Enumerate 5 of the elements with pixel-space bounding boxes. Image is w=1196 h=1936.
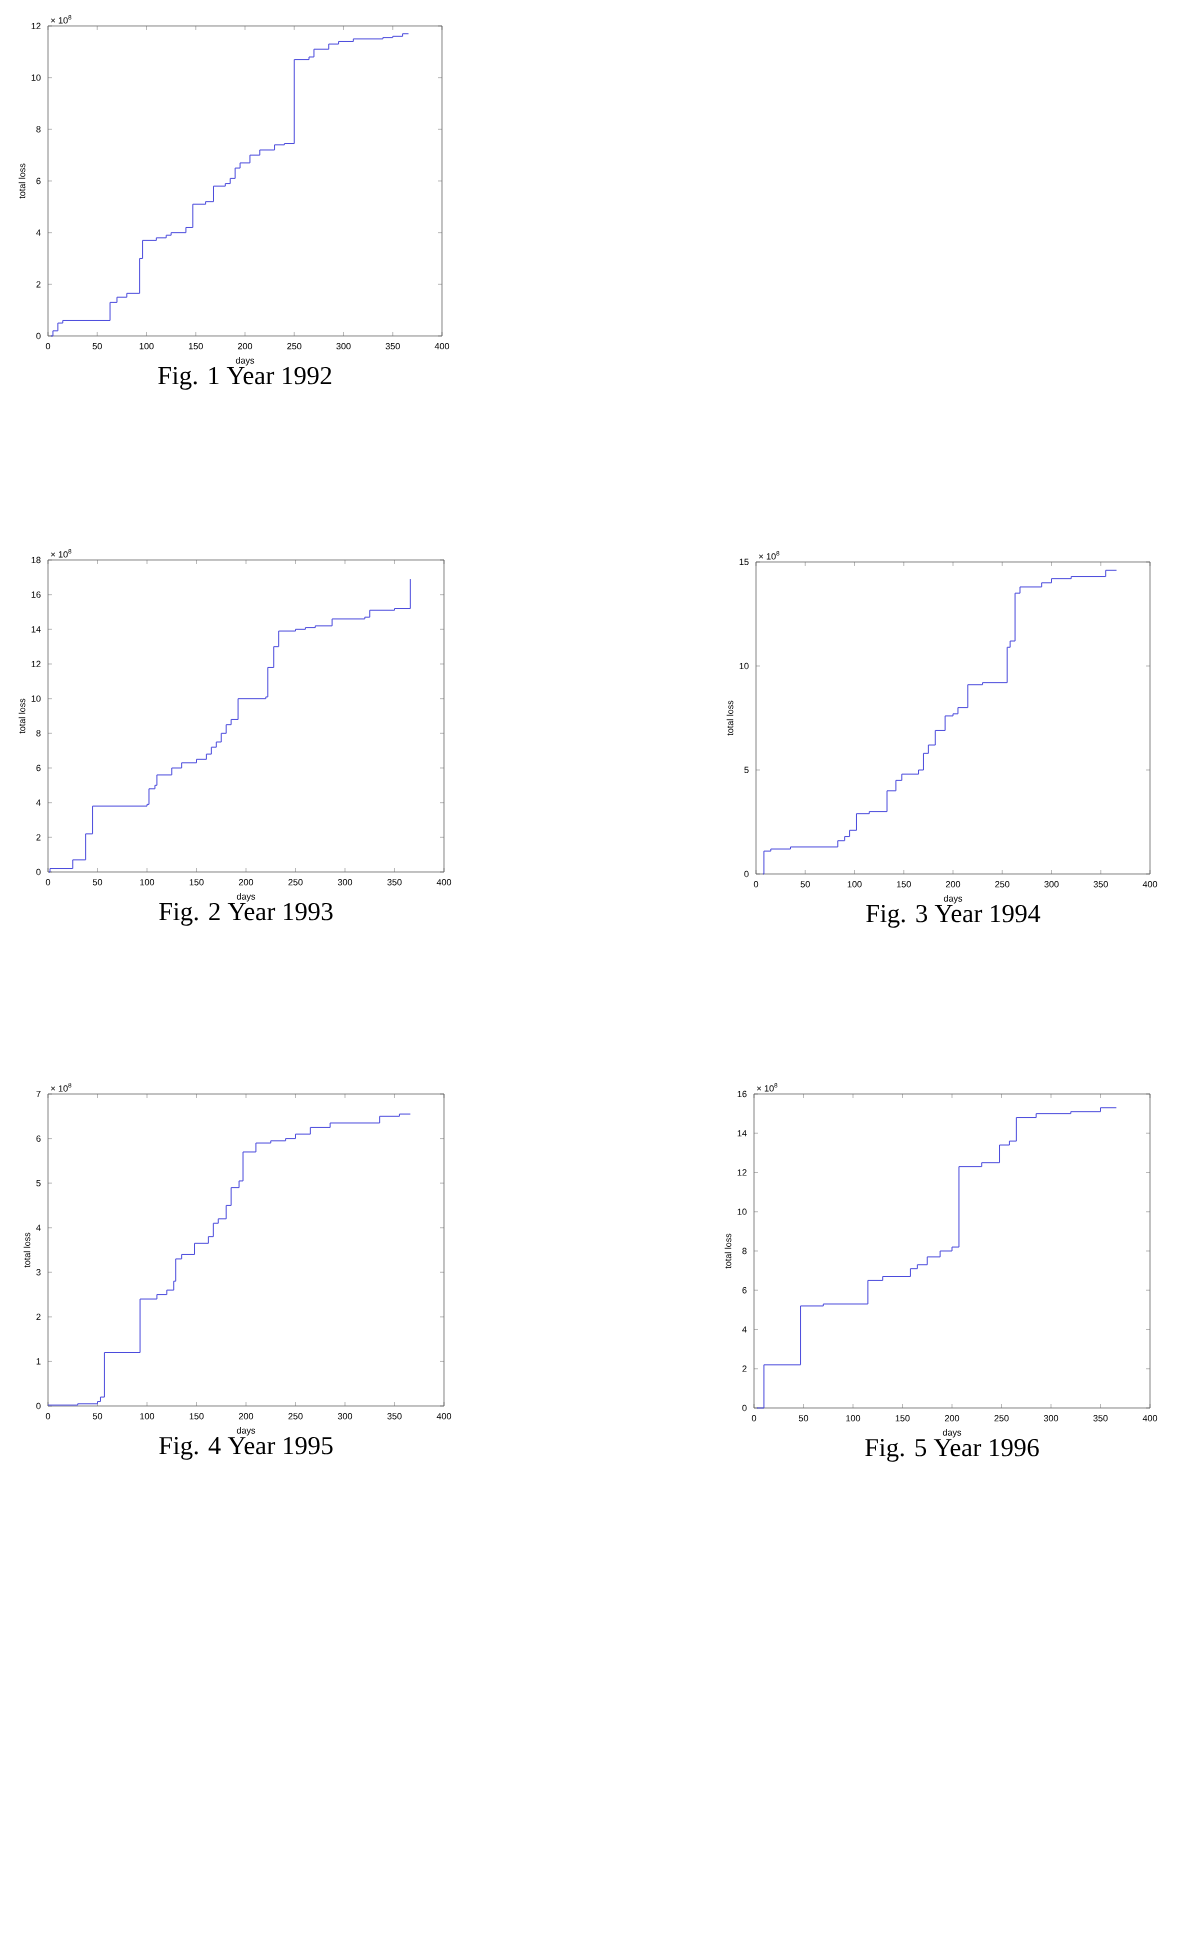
text: Fig. 3 Year 1994: [866, 904, 1041, 928]
text: Fig. 2 Year 1993: [159, 902, 333, 926]
text: Fig. 1 Year 1992: [158, 366, 332, 390]
text: Fig. 4 Year 1995: [159, 1436, 333, 1460]
text: Fig. 5 Year 1996: [865, 1438, 1039, 1462]
